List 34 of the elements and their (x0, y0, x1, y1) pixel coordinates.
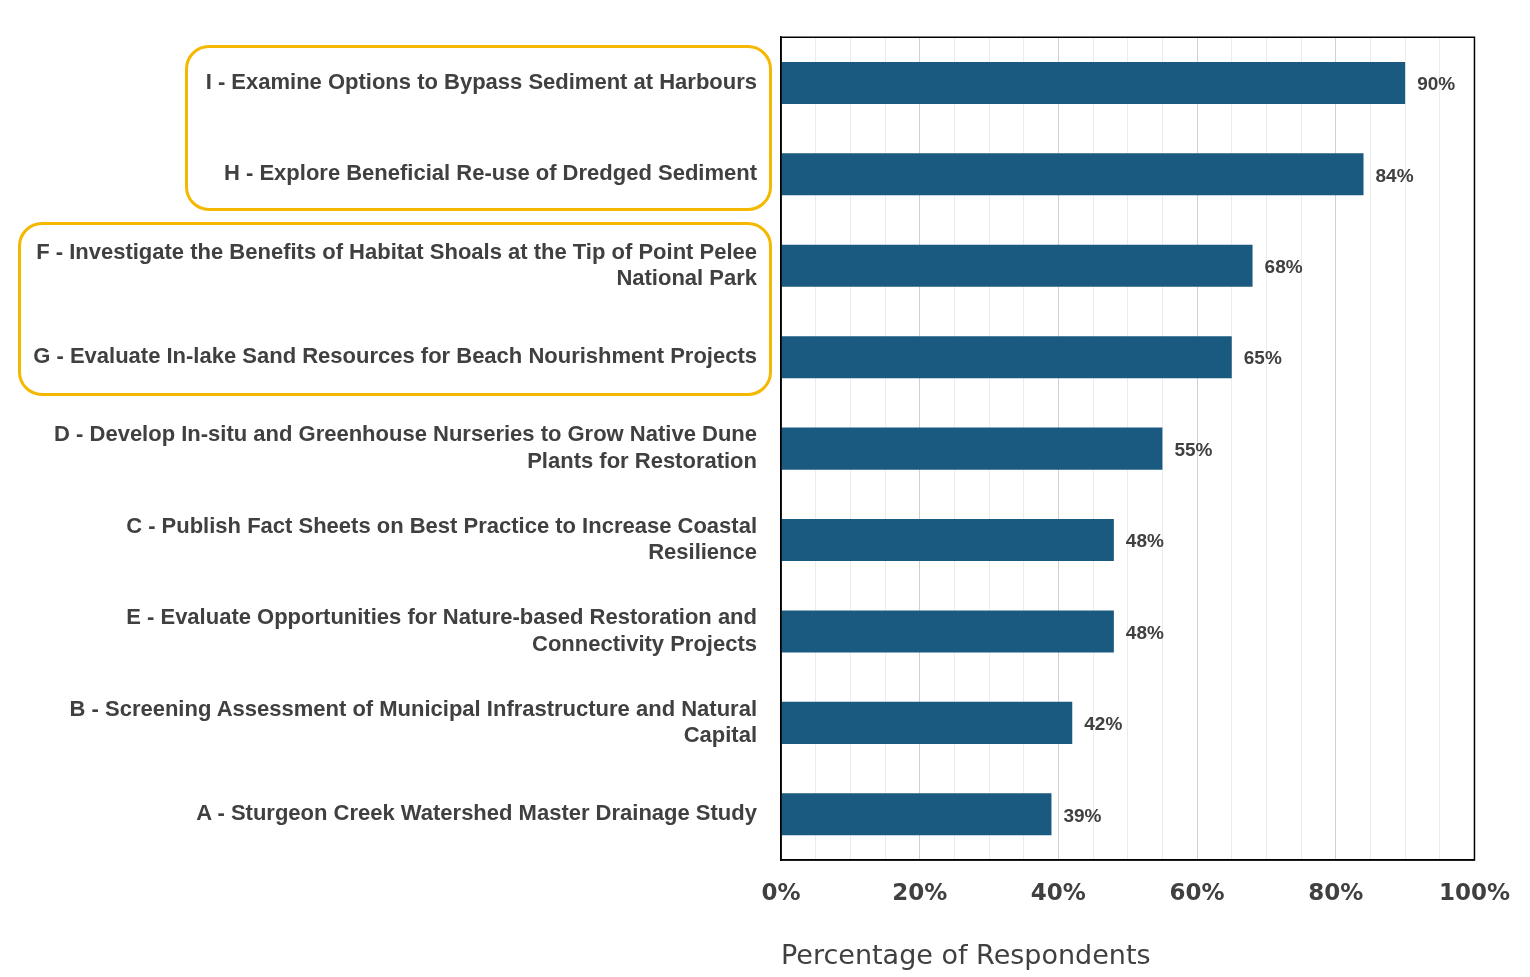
x-axis-title: Percentage of Respondents (781, 938, 1151, 970)
y-tick-label: G - Evaluate In-lake Sand Resources for Beach Nourishment Projects (33, 343, 757, 369)
data-label: 90% (1417, 73, 1456, 95)
y-tick-label: F - Investigate the Benefits of Habitat Shoals at the Tip of Point Pelee National Park (36, 238, 758, 291)
y-tick-label: B - Screening Assessment of Municipal Infrastructure and Natural Capital (69, 695, 757, 748)
data-label: 39% (1063, 804, 1102, 826)
y-tick-label: D - Develop In-situ and Greenhouse Nurseries to Grow Native Dune Plants for Restoration (54, 421, 757, 473)
data-label: 48% (1125, 530, 1164, 552)
x-tick-label: 80% (1308, 878, 1364, 905)
bar (781, 336, 1232, 379)
bar (781, 793, 1052, 836)
x-tick-label: 100% (1438, 878, 1510, 905)
y-tick-label: C - Publish Fact Sheets on Best Practice to Increase Coastal Resilience (126, 512, 757, 565)
data-label: 48% (1125, 621, 1164, 643)
x-tick-label: 40% (1030, 878, 1086, 905)
bar (781, 427, 1163, 470)
data-label: 65% (1243, 347, 1282, 369)
y-tick-label: H - Explore Beneficial Re-use of Dredged Sediment (223, 160, 758, 186)
bar (781, 701, 1073, 744)
data-label: 68% (1264, 255, 1303, 277)
x-tick-label: 0% (761, 878, 801, 905)
data-label: 42% (1084, 713, 1123, 735)
x-tick-label: 20% (892, 878, 948, 905)
bar (781, 610, 1114, 653)
y-tick-label: A - Sturgeon Creek Watershed Master Drainage Study (196, 800, 758, 826)
data-label: 84% (1375, 164, 1414, 186)
bar (781, 61, 1406, 104)
y-tick-label: I - Examine Options to Bypass Sediment at Harbours (205, 68, 757, 94)
data-label: 55% (1174, 438, 1213, 460)
bar (781, 244, 1253, 287)
bar (781, 519, 1114, 562)
y-tick-label: E - Evaluate Opportunities for Nature-based Restoration and Connectivity Projects (126, 604, 757, 656)
x-tick-label: 60% (1169, 878, 1225, 905)
bar (781, 153, 1364, 196)
